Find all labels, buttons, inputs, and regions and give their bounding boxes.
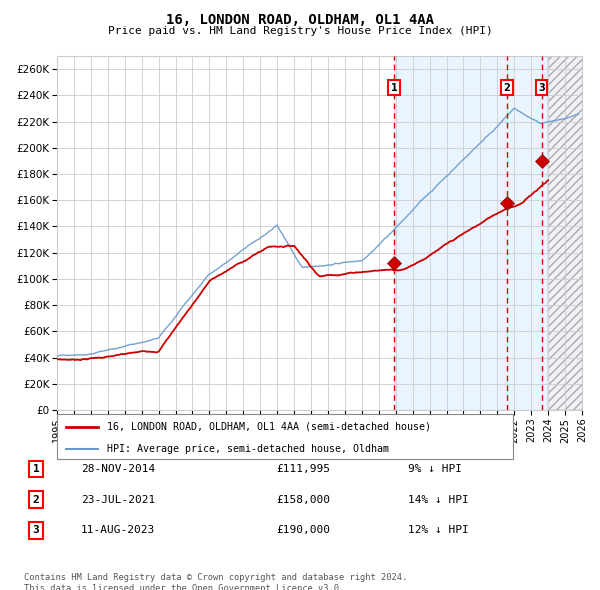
Text: 3: 3 [32,526,40,535]
Text: 9% ↓ HPI: 9% ↓ HPI [408,464,462,474]
Text: 14% ↓ HPI: 14% ↓ HPI [408,495,469,504]
Text: Contains HM Land Registry data © Crown copyright and database right 2024.
This d: Contains HM Land Registry data © Crown c… [24,573,407,590]
Text: 28-NOV-2014: 28-NOV-2014 [81,464,155,474]
FancyBboxPatch shape [57,414,513,459]
Text: 16, LONDON ROAD, OLDHAM, OL1 4AA (semi-detached house): 16, LONDON ROAD, OLDHAM, OL1 4AA (semi-d… [107,422,431,432]
Text: 23-JUL-2021: 23-JUL-2021 [81,495,155,504]
Text: £158,000: £158,000 [276,495,330,504]
Text: 3: 3 [538,83,545,93]
Text: HPI: Average price, semi-detached house, Oldham: HPI: Average price, semi-detached house,… [107,444,389,454]
Text: 11-AUG-2023: 11-AUG-2023 [81,526,155,535]
Text: Price paid vs. HM Land Registry's House Price Index (HPI): Price paid vs. HM Land Registry's House … [107,26,493,36]
Text: 2: 2 [503,83,510,93]
Text: 1: 1 [32,464,40,474]
Text: £190,000: £190,000 [276,526,330,535]
Text: 1: 1 [391,83,398,93]
Bar [548,56,590,410]
Text: 12% ↓ HPI: 12% ↓ HPI [408,526,469,535]
Bar [394,56,548,410]
Text: 16, LONDON ROAD, OLDHAM, OL1 4AA: 16, LONDON ROAD, OLDHAM, OL1 4AA [166,13,434,27]
Text: £111,995: £111,995 [276,464,330,474]
Text: 2: 2 [32,495,40,504]
